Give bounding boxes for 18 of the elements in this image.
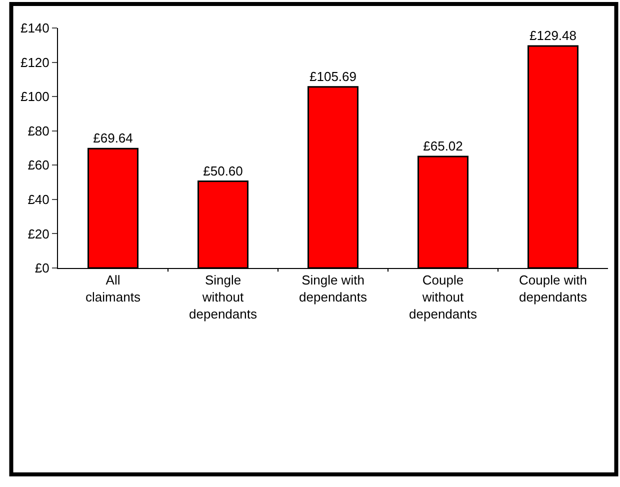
x-tick-label: All claimants <box>86 272 141 304</box>
x-tick-label: Couple without dependants <box>409 272 478 322</box>
y-tick-label: £80 <box>28 123 50 138</box>
data-label: £50.60 <box>203 163 243 178</box>
y-tick-label: £100 <box>20 89 50 104</box>
y-tick-label: £140 <box>20 20 50 36</box>
data-label: £65.02 <box>423 138 463 154</box>
data-label: £129.48 <box>530 28 576 44</box>
y-tick-label: £20 <box>28 226 50 242</box>
y-tick-label: £0 <box>34 260 50 276</box>
x-tick-label: Couple with dependants <box>519 272 588 304</box>
x-tick-label: Single without dependants <box>189 272 258 322</box>
data-label: £105.69 <box>310 68 356 84</box>
y-tick-label: £60 <box>28 158 50 173</box>
x-tick-label: Single with dependants <box>299 272 368 304</box>
y-tick-label: £120 <box>20 54 50 70</box>
y-tick-label: £40 <box>28 192 50 207</box>
data-label: £69.64 <box>93 130 133 146</box>
